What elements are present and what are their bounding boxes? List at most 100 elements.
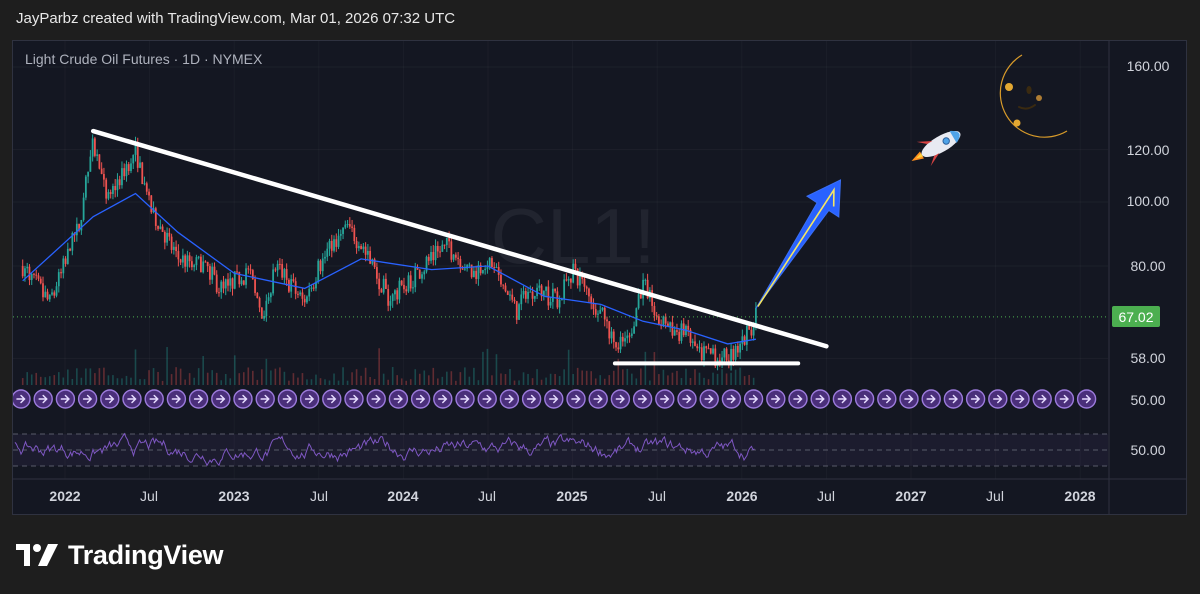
candle-body [439,251,441,253]
signal-arrow-glyph [371,394,381,404]
candle-body [723,348,726,358]
volume-bar [256,379,259,385]
signal-symbol-row [13,389,1097,409]
candle-body [260,307,263,319]
volume-bar [730,372,732,385]
candle-body [694,341,696,346]
candle-body [317,260,320,282]
signal-arrow-glyph [859,394,870,404]
candle-body [330,240,333,251]
signal-arrow-glyph [460,394,470,404]
volume-bar [184,379,186,385]
projection-arrow[interactable] [755,179,842,309]
candle-body [123,168,126,177]
volume-bar [405,380,408,385]
volume-bar [748,374,750,385]
descending-trendline[interactable] [90,128,829,349]
candle-body [493,266,496,268]
price-axis[interactable]: 160.00 120.00 100.00 80.00 58.00 50.00 5… [1112,58,1170,458]
candle-body [570,278,572,283]
candle-body [624,338,626,342]
signal-arrow-glyph [904,394,914,404]
candle-body [247,268,250,270]
candle-body [642,279,644,299]
volume-bar [224,373,227,385]
volume-bar [495,354,498,385]
candle-body [294,281,297,294]
candle-body [707,348,710,350]
signal-arrow-glyph [837,394,847,404]
volume-bar [725,373,728,385]
volume-bar [53,375,56,385]
time-tick: 2023 [218,488,249,504]
chart-panel[interactable]: CL1! Light Crude Oil Futures · 1D · NYME… [12,40,1187,515]
candle-body [186,255,189,267]
candle-body [563,279,566,300]
candle-body [60,272,62,274]
time-tick: Jul [478,488,496,504]
volume-bar [197,368,200,385]
volume-bar [427,375,430,385]
candle-body [46,291,49,300]
volume-bar [667,375,669,385]
tradingview-logo-icon [16,544,58,566]
volume-bar [423,370,426,385]
volume-bar [536,369,538,385]
candle-body [227,279,229,286]
candle-body [416,267,419,270]
signal-arrow-glyph [637,394,648,404]
candle-body [218,292,220,294]
volume-bar [455,380,457,385]
chart-canvas[interactable]: CL1! Light Crude Oil Futures · 1D · NYME… [13,41,1187,515]
candle-body [504,285,507,292]
chart-caption: JayParbz created with TradingView.com, M… [16,10,456,27]
volume-bar [572,373,574,385]
candle-body [369,250,372,264]
candle-body [288,279,290,292]
candle-body [714,348,717,367]
candle-body [673,330,676,336]
time-tick: Jul [648,488,666,504]
candle-body [175,246,178,252]
volume-bar [148,370,150,385]
volume-bar [157,371,159,385]
candle-body [172,246,175,250]
candle-body [441,244,444,252]
candle-body [454,254,457,258]
candle-body [285,269,288,280]
candle-body [109,192,112,194]
candle-body [637,294,640,309]
volume-bar [125,375,128,385]
candle-body [745,325,748,345]
candle-body [448,237,450,242]
candle-body [621,336,624,342]
volume-bar [265,358,268,385]
volume-bar [689,378,692,385]
volume-bar [599,375,602,385]
candle-body [540,285,543,297]
candle-body [484,268,487,271]
candle-body [150,195,153,213]
volume-bar [486,348,489,385]
candle-body [698,347,701,349]
candle-body [630,333,633,336]
candle-body [118,179,121,186]
candle-body [28,266,31,281]
candle-body [213,266,216,275]
signal-arrow-glyph [526,394,537,404]
tradingview-logo[interactable]: TradingView [16,538,224,572]
candle-body [579,273,581,286]
signal-arrow-glyph [482,394,492,404]
candle-body [98,154,101,169]
price-tick: 80.00 [1130,258,1165,274]
candle-body [362,246,365,249]
candle-body [409,275,412,289]
candle-body [639,294,642,299]
time-axis[interactable]: 2022 Jul 2023 Jul 2024 Jul 2025 Jul 2026… [49,488,1095,504]
candle-body [396,290,399,300]
volume-bars [21,347,755,385]
candle-body [400,280,403,285]
candle-body [488,258,491,268]
time-tick: Jul [817,488,835,504]
candle-body [348,224,351,227]
